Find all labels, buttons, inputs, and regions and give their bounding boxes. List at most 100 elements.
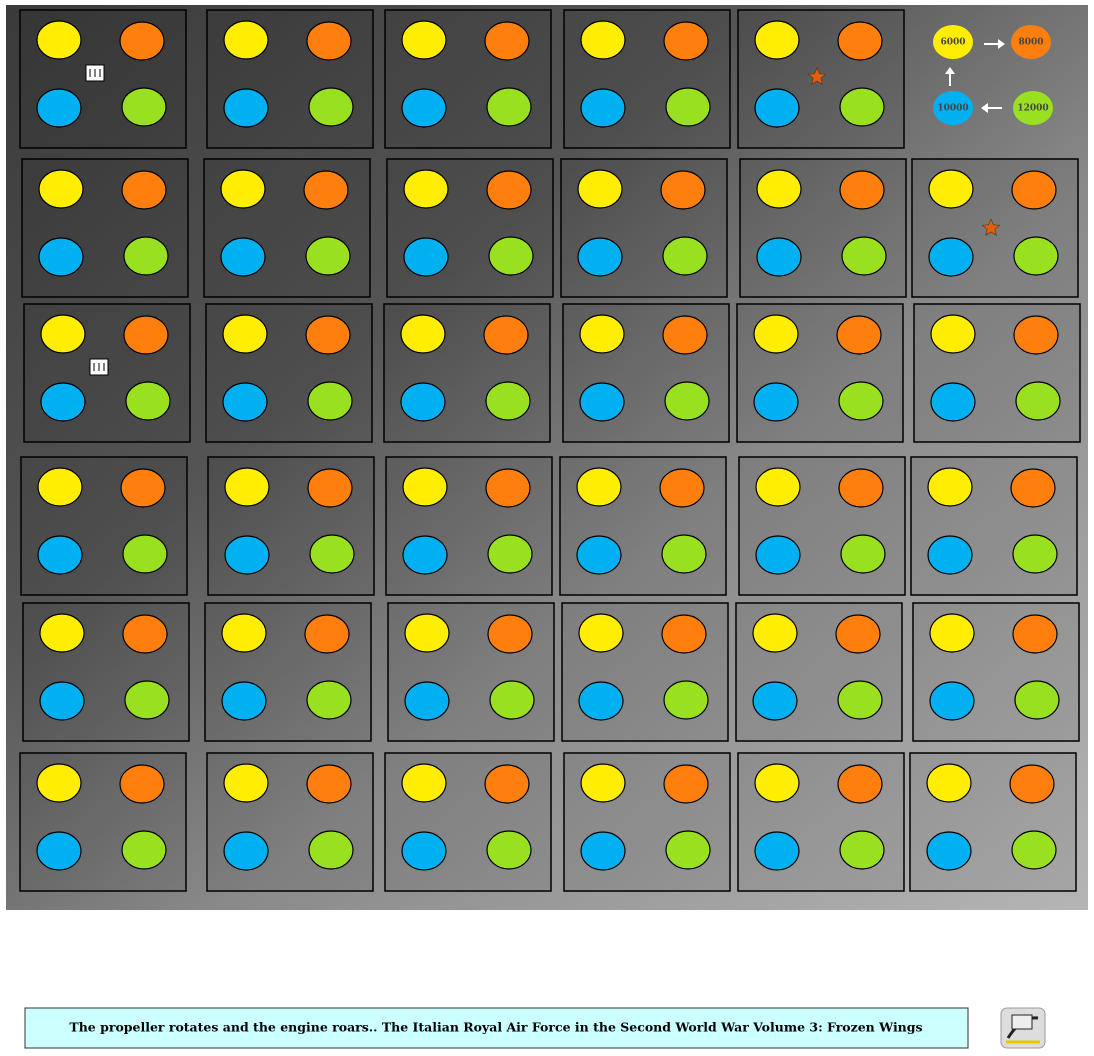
altitude-token <box>930 314 976 354</box>
altitude-token <box>124 680 170 720</box>
altitude-token <box>661 534 707 574</box>
altitude-token <box>752 681 798 721</box>
altitude-token <box>753 314 799 354</box>
altitude-token <box>308 830 354 870</box>
altitude-token <box>401 88 447 128</box>
altitude-token <box>36 763 82 803</box>
altitude-token <box>223 831 269 871</box>
altitude-token <box>223 763 269 803</box>
altitude-token <box>664 381 710 421</box>
altitude-token <box>1011 170 1057 210</box>
altitude-token <box>839 87 885 127</box>
legend-label: 12000 <box>1017 104 1048 114</box>
altitude-token <box>220 237 266 277</box>
altitude-token <box>837 21 883 61</box>
altitude-token <box>662 236 708 276</box>
altitude-token <box>485 468 531 508</box>
altitude-token <box>578 681 624 721</box>
airfield-icon <box>89 69 101 77</box>
airfield-icon <box>93 363 105 371</box>
legend-token <box>1011 25 1051 59</box>
altitude-token <box>927 467 973 507</box>
altitude-token <box>486 87 532 127</box>
arrow <box>945 67 955 86</box>
altitude-token <box>487 534 533 574</box>
altitude-token <box>489 680 535 720</box>
altitude-token <box>306 680 352 720</box>
altitude-token <box>839 830 885 870</box>
altitude-token <box>486 170 532 210</box>
altitude-token <box>39 613 85 653</box>
altitude-token <box>400 382 446 422</box>
altitude-token <box>755 467 801 507</box>
altitude-token <box>309 534 355 574</box>
altitude-token <box>840 534 886 574</box>
altitude-token <box>307 381 353 421</box>
altitude-token <box>929 613 975 653</box>
altitude-token <box>837 764 883 804</box>
altitude-token <box>928 237 974 277</box>
altitude-token <box>221 681 267 721</box>
altitude-token <box>308 87 354 127</box>
altitude-token <box>926 831 972 871</box>
altitude-token <box>36 88 82 128</box>
logo-icon <box>1000 1007 1046 1049</box>
altitude-token <box>485 381 531 421</box>
target-star <box>981 218 1001 236</box>
altitude-token <box>926 763 972 803</box>
altitude-token <box>928 169 974 209</box>
altitude-token <box>120 468 166 508</box>
altitude-token <box>304 614 350 654</box>
altitude-token <box>303 170 349 210</box>
altitude-token <box>122 534 168 574</box>
altitude-token <box>1011 830 1057 870</box>
altitude-token <box>121 87 167 127</box>
altitude-token <box>578 613 624 653</box>
cell-grid <box>19 9 1081 892</box>
altitude-token <box>40 314 86 354</box>
caption: The propeller rotates and the engine roa… <box>69 1020 922 1035</box>
legend-token <box>1013 91 1053 125</box>
altitude-token <box>222 382 268 422</box>
altitude-token <box>1013 236 1059 276</box>
altitude-token <box>754 763 800 803</box>
altitude-token <box>1012 614 1058 654</box>
altitude-token <box>841 236 887 276</box>
altitude-token <box>403 169 449 209</box>
altitude-token <box>119 21 165 61</box>
caption-box <box>24 1007 969 1049</box>
altitude-token <box>36 20 82 60</box>
altitude-token <box>1009 764 1055 804</box>
target-star <box>807 67 827 85</box>
altitude-token <box>580 763 626 803</box>
altitude-token <box>577 237 623 277</box>
altitude-token <box>752 613 798 653</box>
altitude-token <box>487 614 533 654</box>
altitude-token <box>36 831 82 871</box>
altitude-token <box>838 381 884 421</box>
altitude-token <box>404 681 450 721</box>
altitude-token <box>580 88 626 128</box>
altitude-token <box>401 831 447 871</box>
altitude-token <box>930 382 976 422</box>
altitude-token <box>306 764 352 804</box>
altitude-token <box>37 467 83 507</box>
altitude-token <box>1014 680 1060 720</box>
altitude-token <box>929 681 975 721</box>
altitude-token <box>663 680 709 720</box>
altitude-token <box>224 535 270 575</box>
altitude-token <box>580 831 626 871</box>
altitude-token <box>662 315 708 355</box>
altitude-token <box>125 381 171 421</box>
altitude-token <box>1012 534 1058 574</box>
altitude-token <box>927 535 973 575</box>
altitude-token <box>665 830 711 870</box>
altitude-token <box>1013 315 1059 355</box>
altitude-token <box>660 170 706 210</box>
altitude-token <box>305 236 351 276</box>
legend-label: 6000 <box>940 38 965 48</box>
altitude-token <box>220 169 266 209</box>
altitude-token <box>401 20 447 60</box>
altitude-token <box>663 764 709 804</box>
